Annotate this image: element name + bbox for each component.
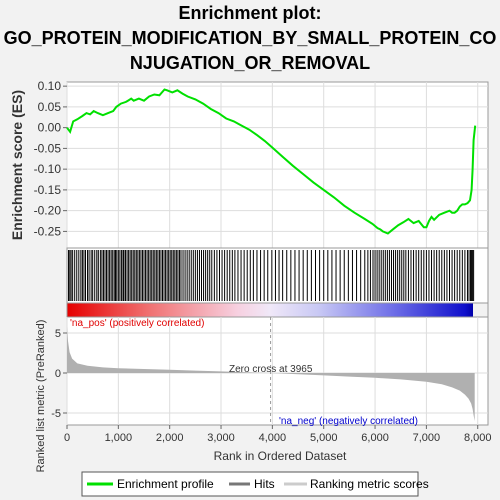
es-y-tick-label: 0.05 — [38, 100, 62, 114]
legend-metric-label: Ranking metric scores — [310, 477, 429, 491]
hits-panel — [66, 247, 489, 304]
metric-y-axis-label: Ranked list metric (PreRanked) — [35, 320, 47, 473]
es-y-tick-label: -0.15 — [34, 183, 62, 197]
metric-x-ticks: 0 1,000 2,000 3,000 4,000 5,000 6,000 7,000 8,00… — [64, 425, 492, 444]
x-tick-label: 8,000 — [464, 432, 492, 444]
es-y-tick-label: -0.20 — [34, 204, 62, 218]
neg-correlated-label: 'na_neg' (negatively correlated) — [279, 416, 418, 427]
metric-y-ticks: 5 0 -5 — [51, 328, 67, 420]
chart-title-line-3: NJUGATION_OR_REMOVAL — [129, 53, 371, 73]
pos-correlated-label: 'na_pos' (positively correlated) — [70, 318, 204, 329]
zero-cross-label: Zero cross at 3965 — [229, 364, 313, 375]
hits-group — [68, 250, 475, 301]
rank-color-bar — [67, 303, 473, 317]
es-y-ticks: 0.10 0.05 0.00 -0.05 -0.10 -0.15 -0.20 -0.25 — [34, 79, 67, 238]
es-y-tick-label: -0.10 — [34, 162, 62, 176]
es-y-tick-label: 0.10 — [38, 79, 62, 93]
enrichment-profile-line — [66, 88, 477, 235]
x-tick-label: 6,000 — [361, 432, 389, 444]
legend-hits-label: Hits — [254, 477, 275, 491]
es-y-tick-label: 0.00 — [38, 121, 62, 135]
es-y-tick-label: -0.25 — [34, 224, 62, 238]
chart-title-line-2: GO_PROTEIN_MODIFICATION_BY_SMALL_PROTEIN… — [3, 28, 497, 48]
metric-y-tick-label: 5 — [55, 328, 61, 340]
x-tick-label: 5,000 — [310, 432, 338, 444]
x-tick-label: 4,000 — [259, 432, 287, 444]
x-tick-label: 3,000 — [207, 432, 235, 444]
metric-y-tick-label: -5 — [51, 408, 61, 420]
x-tick-label: 1,000 — [105, 432, 133, 444]
es-y-axis-label: Enrichment score (ES) — [9, 90, 25, 240]
legend-profile-label: Enrichment profile — [117, 477, 214, 491]
metric-y-tick-label: 0 — [55, 368, 61, 380]
es-y-tick-label: -0.05 — [34, 141, 62, 155]
ranking-metric-area — [67, 326, 475, 421]
es-grid — [66, 82, 488, 248]
x-tick-label: 0 — [64, 432, 70, 444]
chart-title-line-1: Enrichment plot: — [178, 3, 322, 23]
x-axis-label: Rank in Ordered Dataset — [214, 449, 347, 463]
x-tick-label: 7,000 — [413, 432, 441, 444]
x-tick-label: 2,000 — [156, 432, 184, 444]
